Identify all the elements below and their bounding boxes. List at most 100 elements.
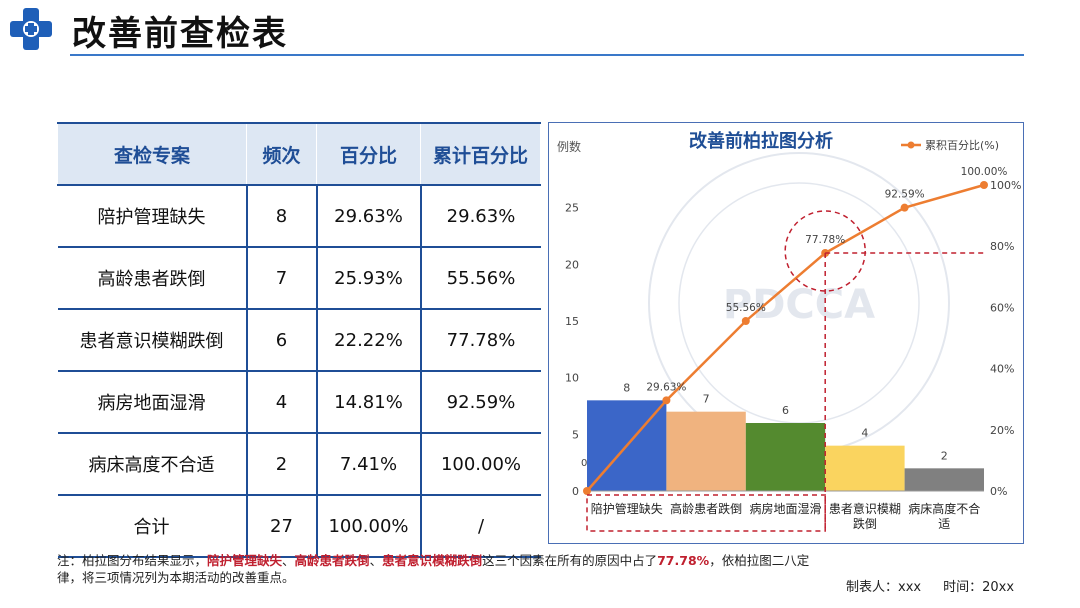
table-cell: 病床高度不合适 — [57, 433, 247, 496]
pareto-highlight-box — [586, 494, 826, 532]
table-cell: 77.78% — [419, 309, 541, 372]
table-cell: 22.22% — [315, 309, 421, 372]
pareto-chart: PDCCA 改善前柏拉图分析 例数 累积百分比(%) 0 5 10 15 20 25 0% 20% 40… — [548, 122, 1024, 544]
title-divider — [70, 54, 1024, 56]
note-factor-3: 患者意识模糊跌倒 — [382, 553, 483, 568]
y-tick-label: 0 — [572, 485, 579, 498]
cumulative-point — [583, 487, 591, 495]
table-row: 高龄患者跌倒 7 25.93% 55.56% — [57, 247, 541, 310]
y-axis-label: 例数 — [557, 139, 581, 154]
cumulative-label: 92.59% — [885, 189, 925, 201]
x-category-label: 高龄患者跌倒 — [670, 501, 742, 516]
table-cell: 合计 — [57, 495, 247, 558]
note-prefix: 注：柏拉图分布结果显示， — [57, 553, 208, 568]
page-title: 改善前查检表 — [72, 14, 288, 54]
y2-tick-label: 20% — [990, 424, 1014, 437]
table-row: 病房地面湿滑 4 14.81% 92.59% — [57, 371, 541, 434]
table-cell: 患者意识模糊跌倒 — [57, 309, 247, 372]
y2-tick-label: 100% — [990, 179, 1021, 192]
table-cell: 14.81% — [315, 371, 421, 434]
table-cell: 7 — [245, 247, 317, 310]
footer-info: 制表人：xxx 时间：20xx — [846, 576, 1036, 595]
table-cell: 6 — [245, 309, 317, 372]
column-header: 百分比 — [316, 122, 421, 186]
y-tick-label: 20 — [565, 258, 579, 271]
table-cell: / — [419, 495, 541, 558]
chart-title: 改善前柏拉图分析 — [689, 130, 833, 152]
y2-tick-label: 60% — [990, 301, 1014, 314]
table-cell: 陪护管理缺失 — [57, 185, 247, 248]
table-cell: 病房地面湿滑 — [57, 371, 247, 434]
bar-value-label: 6 — [782, 404, 789, 417]
legend-marker — [907, 141, 915, 149]
x-category-label: 陪护管理缺失 — [591, 501, 663, 516]
table-cell: 7.41% — [315, 433, 421, 496]
analysis-note: 注：柏拉图分布结果显示，陪护管理缺失、高龄患者跌倒、患者意识模糊跌倒这三个因素在… — [57, 552, 827, 586]
x-category-label: 病床高度不合 — [908, 501, 980, 516]
x-category-label: 患者意识模糊 — [829, 501, 901, 516]
x-category-label: 跌倒 — [853, 516, 877, 531]
cumulative-point — [741, 316, 750, 325]
zero-label: 0 — [581, 458, 587, 469]
bar-value-label: 8 — [623, 381, 630, 394]
note-suffix: ，依柏拉图二八定律，将三项情况列为本期活动的改善重点。 — [57, 553, 810, 585]
y2-tick-label: 40% — [990, 363, 1014, 376]
column-header: 频次 — [246, 122, 317, 186]
bar — [745, 423, 826, 491]
column-header: 查检专案 — [57, 122, 247, 186]
table-cell: 8 — [245, 185, 317, 248]
note-separator: 、 — [282, 553, 295, 568]
note-factor-1: 陪护管理缺失 — [207, 553, 283, 568]
cumulative-point — [980, 181, 988, 189]
cumulative-label: 100.00% — [961, 166, 1008, 178]
check-table: 查检专案 频次 百分比 累计百分比 陪护管理缺失 8 29.63% 29.63%… — [57, 122, 541, 558]
table-cell: 100.00% — [315, 495, 421, 558]
hospital-cross-logo — [10, 8, 52, 50]
y-tick-label: 25 — [565, 202, 579, 215]
y-tick-label: 15 — [565, 315, 579, 328]
table-cell: 92.59% — [419, 371, 541, 434]
table-total-row: 合计 27 100.00% / — [57, 495, 541, 558]
table-cell: 25.93% — [315, 247, 421, 310]
bar — [904, 468, 984, 491]
cumulative-label: 55.56% — [726, 302, 766, 314]
table-cell: 2 — [245, 433, 317, 496]
cumulative-label: 29.63% — [646, 381, 686, 393]
y2-tick-label: 0% — [990, 485, 1007, 498]
table-cell: 55.56% — [419, 247, 541, 310]
y-tick-label: 5 — [572, 428, 579, 441]
table-header-row: 查检专案 频次 百分比 累计百分比 — [57, 122, 541, 186]
y2-tick-label: 80% — [990, 240, 1014, 253]
table-cell: 29.63% — [419, 185, 541, 248]
note-middle: 这三个因素在所有的原因中占了 — [482, 553, 658, 568]
table-row: 陪护管理缺失 8 29.63% 29.63% — [57, 185, 541, 248]
x-category-label: 病房地面湿滑 — [749, 501, 821, 516]
column-header: 累计百分比 — [420, 122, 541, 186]
legend-label: 累积百分比(%) — [925, 139, 999, 152]
table-cell: 高龄患者跌倒 — [57, 247, 247, 310]
cumulative-label: 77.78% — [805, 234, 845, 246]
table-cell: 29.63% — [315, 185, 421, 248]
table-time: 时间：20xx — [943, 580, 1015, 595]
note-separator: 、 — [369, 553, 383, 568]
table-cell: 100.00% — [419, 433, 541, 496]
x-category-label: 适 — [938, 517, 950, 531]
table-maker: 制表人：xxx — [846, 580, 922, 595]
bar-value-label: 4 — [861, 427, 868, 440]
y-tick-label: 10 — [565, 372, 579, 385]
note-factor-2: 高龄患者跌倒 — [294, 553, 370, 568]
table-cell: 4 — [245, 371, 317, 434]
pareto-highlight-circle — [784, 210, 866, 292]
table-row: 患者意识模糊跌倒 6 22.22% 77.78% — [57, 309, 541, 372]
bar-value-label: 2 — [941, 449, 948, 462]
note-percent: 77.78% — [657, 553, 710, 568]
bar — [825, 445, 905, 491]
cumulative-line — [586, 183, 985, 492]
bar-value-label: 7 — [703, 393, 710, 406]
bar — [666, 411, 746, 491]
cumulative-point — [900, 203, 909, 212]
cumulative-point — [662, 396, 671, 405]
table-cell: 27 — [245, 495, 317, 558]
table-row: 病床高度不合适 2 7.41% 100.00% — [57, 433, 541, 496]
